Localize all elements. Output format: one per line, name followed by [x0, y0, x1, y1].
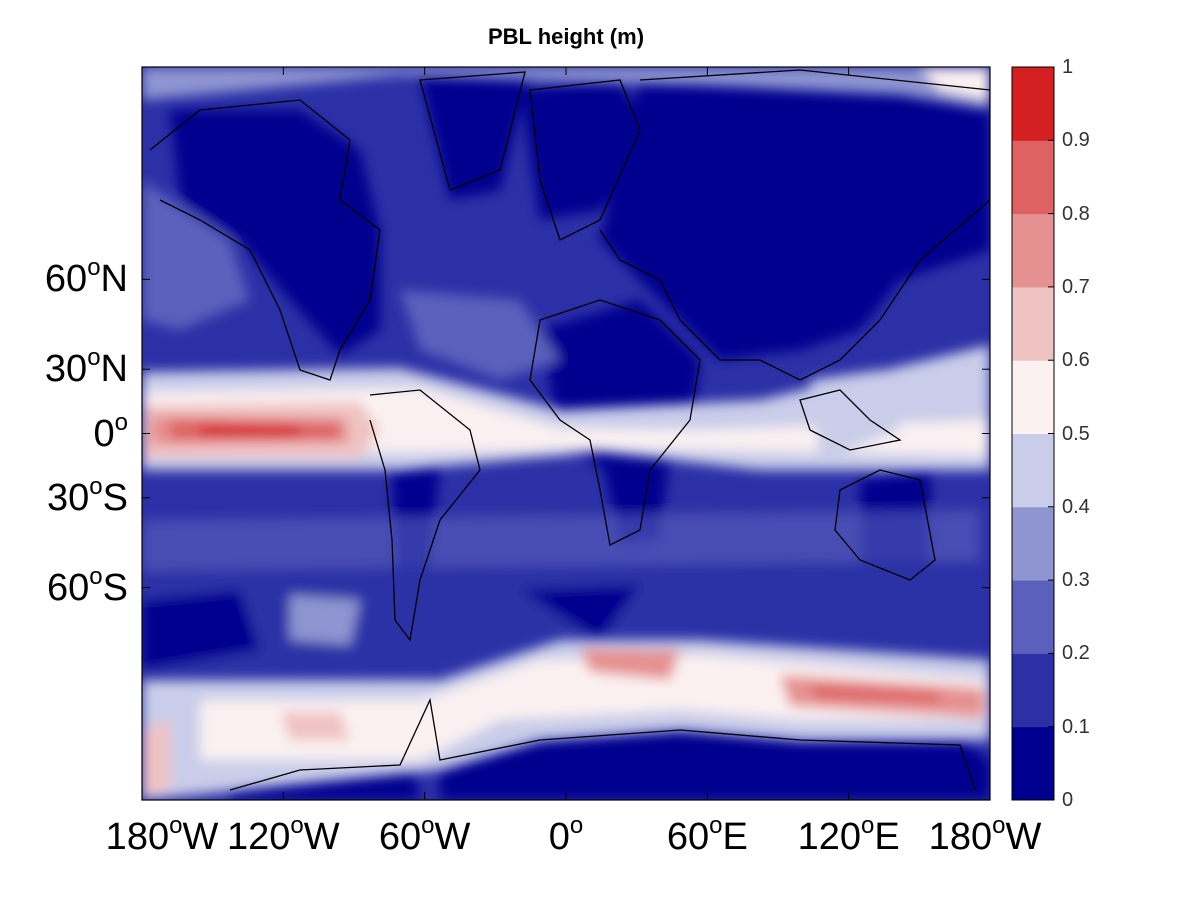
longitude-label-6: 180oW [928, 814, 1042, 858]
colorbar-tick-label-4: 0.4 [1062, 495, 1090, 518]
degree-symbol: o [992, 812, 1006, 839]
colorbar-segment-9 [1012, 67, 1054, 141]
colorbar-segment-7 [1012, 213, 1054, 288]
colorbar-tick-label-3: 0.3 [1062, 569, 1090, 592]
label-degrees: 120 [227, 816, 291, 858]
colorbar-tick-label-6: 0.6 [1062, 349, 1090, 372]
degree-symbol: o [861, 812, 875, 839]
degree-symbol: o [87, 344, 101, 372]
label-hemisphere: N [100, 258, 128, 301]
label-degrees: 180 [105, 816, 170, 858]
label-degrees: 120 [797, 816, 861, 858]
label-degrees: 180 [928, 816, 993, 858]
colorbar-segment-8 [1012, 140, 1054, 215]
latitude-ticks [142, 278, 990, 589]
degree-symbol: o [421, 812, 435, 839]
label-degrees: 0 [548, 816, 570, 858]
coastlines [149, 69, 990, 791]
longitude-label-0: 180oW [105, 814, 219, 858]
colorbar-segment-1 [1012, 653, 1054, 728]
colorbar-segment-0 [1012, 726, 1054, 801]
label-degrees: 60 [47, 566, 90, 609]
label-hemisphere: W [1005, 816, 1042, 858]
label-degrees: 60 [44, 258, 88, 301]
label-hemisphere: E [874, 816, 900, 858]
colorbar-tick-label-10: 1 [1062, 56, 1074, 78]
colorbar-tick-label-2: 0.2 [1062, 642, 1090, 665]
colorbar [1011, 66, 1055, 801]
colorbar-segment-6 [1012, 286, 1054, 361]
degree-symbol: o [87, 254, 101, 282]
latitude-label-0: 60oN [0, 256, 128, 301]
colorbar-tick-label-1: 0.1 [1062, 715, 1090, 738]
latitude-label-3: 30oS [0, 474, 128, 519]
label-hemisphere: E [722, 816, 748, 858]
colorbar-segment-3 [1012, 506, 1054, 581]
colorbar-segment-5 [1012, 360, 1054, 434]
label-degrees: 30 [44, 348, 88, 391]
label-degrees: 30 [47, 476, 90, 519]
label-hemisphere: W [182, 816, 219, 858]
colorbar-tick-label-7: 0.7 [1062, 275, 1090, 298]
colorbar-tick-label-9: 0.9 [1062, 129, 1090, 152]
label-degrees: 60 [378, 816, 422, 858]
longitude-label-1: 120oW [227, 814, 340, 858]
longitude-label-2: 60oW [378, 814, 471, 858]
degree-symbol: o [709, 812, 723, 839]
colorbar-tick-label-8: 0.8 [1062, 202, 1090, 225]
degree-symbol: o [290, 812, 304, 839]
colorbar-tick-label-5: 0.5 [1062, 422, 1090, 445]
pbl-field [142, 67, 990, 800]
longitude-ticks [141, 67, 991, 800]
degree-symbol: o [169, 812, 183, 839]
label-hemisphere: S [102, 566, 128, 609]
degree-symbol: o [114, 408, 128, 436]
degree-symbol: o [89, 472, 103, 500]
colorbar-segment-2 [1012, 580, 1054, 654]
label-hemisphere: S [102, 476, 128, 519]
latitude-label-2: 0o [0, 410, 129, 455]
longitude-label-5: 120oE [797, 814, 900, 858]
longitude-label-3: 0o [548, 814, 584, 858]
label-degrees: 60 [666, 816, 710, 858]
colorbar-segment-4 [1012, 433, 1054, 508]
map-title: PBL height (m) [487, 24, 645, 49]
degree-symbol: o [569, 812, 584, 839]
longitude-label-4: 60oE [666, 814, 748, 858]
latitude-label-4: 60oS [0, 564, 128, 609]
latitude-label-1: 30oN [0, 346, 128, 391]
label-degrees: 0 [93, 412, 115, 455]
label-hemisphere: W [434, 816, 471, 858]
label-hemisphere: N [100, 348, 128, 391]
label-hemisphere: W [303, 816, 340, 858]
colorbar-tick-label-0: 0 [1062, 789, 1074, 811]
degree-symbol: o [89, 562, 103, 590]
